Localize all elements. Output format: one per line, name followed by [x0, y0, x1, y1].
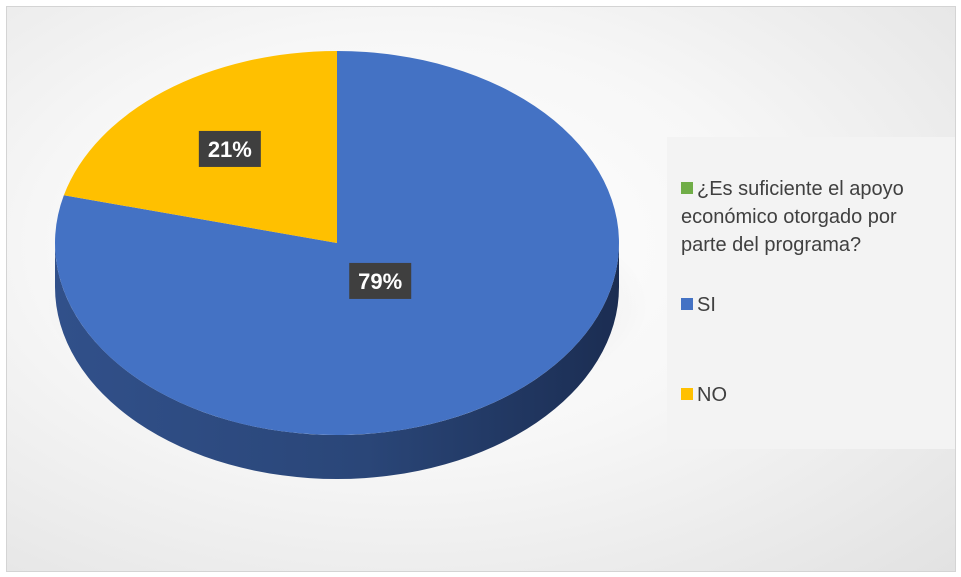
chart-area: 79% 21% ¿Es suficiente el apoyo económico…: [6, 6, 956, 572]
data-label-box-no: [198, 130, 261, 167]
data-label-si: 79%: [358, 269, 402, 294]
legend-swatch-blue: [681, 298, 693, 310]
legend-label-no: NO: [697, 384, 727, 406]
legend-swatch-green: [681, 182, 693, 194]
pie-chart: 79% 21%: [45, 51, 649, 479]
legend-item-series: ¿Es suficiente el apoyo económico otorga…: [681, 175, 931, 259]
data-label-box-si: [349, 262, 412, 299]
pie-side-wall: [55, 243, 619, 479]
legend-label-si: SI: [697, 294, 716, 316]
legend: ¿Es suficiente el apoyo económico otorga…: [667, 137, 955, 449]
legend-item-si: SI: [681, 291, 955, 319]
data-label-no: 21%: [208, 137, 252, 162]
legend-swatch-yellow: [681, 388, 693, 400]
legend-label-series: ¿Es suficiente el apoyo económico otorga…: [681, 178, 904, 256]
legend-item-no: NO: [681, 381, 955, 409]
